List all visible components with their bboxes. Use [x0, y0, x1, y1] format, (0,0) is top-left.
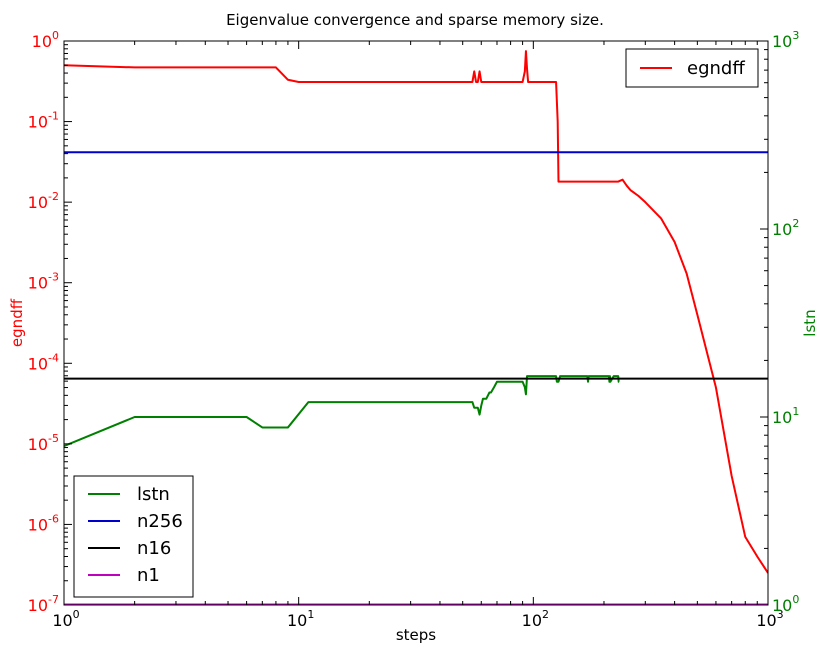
legend-bottom-left: lstn n256 n16 n1	[73, 475, 194, 598]
y-left-tick-label-4: 10-4	[28, 351, 59, 373]
y-right-tick-label-1: 102	[772, 217, 799, 239]
x-tick-label-3: 103	[756, 608, 783, 630]
x-tick-label-1: 101	[287, 608, 314, 630]
legend-label-egndff: egndff	[687, 58, 745, 79]
legend-top-right: egndff	[625, 48, 759, 88]
series-layer	[64, 50, 768, 605]
y-right-tick-label-2: 101	[772, 405, 799, 427]
legend-label-n256: n256	[137, 511, 183, 532]
y-left-axis-label: egndff	[8, 298, 26, 347]
legend-label-n16: n16	[137, 538, 171, 559]
series-line-lstn	[64, 375, 620, 448]
y-right-tick-label-0: 103	[772, 29, 799, 51]
y-right-tick-label-3: 100	[772, 593, 799, 615]
ticks-layer: 100 101 102 10310010-110-210-310-410-510-61…	[28, 29, 800, 630]
plot-frame	[63, 40, 769, 606]
legend-label-n1: n1	[137, 565, 160, 586]
series-line-egndff	[64, 50, 768, 574]
y-left-tick-label-2: 10-2	[28, 190, 59, 212]
y-right-axis-label: lstn	[801, 309, 819, 336]
x-tick-label-2: 102	[522, 608, 549, 630]
chart-title: Eigenvalue convergence and sparse memory…	[226, 11, 604, 29]
x-tick-label-0: 100	[52, 608, 79, 630]
y-left-tick-label-3: 10-3	[28, 271, 59, 293]
y-left-tick-label-7: 10-7	[28, 593, 59, 615]
x-axis-label: steps	[396, 626, 436, 644]
legend-label-lstn: lstn	[137, 484, 170, 505]
y-left-tick-label-5: 10-5	[28, 432, 59, 454]
y-left-tick-label-0: 100	[32, 29, 59, 51]
y-left-tick-label-6: 10-6	[28, 512, 59, 534]
legend-bottom-left-frame	[73, 475, 194, 598]
y-left-tick-label-1: 10-1	[28, 110, 59, 132]
